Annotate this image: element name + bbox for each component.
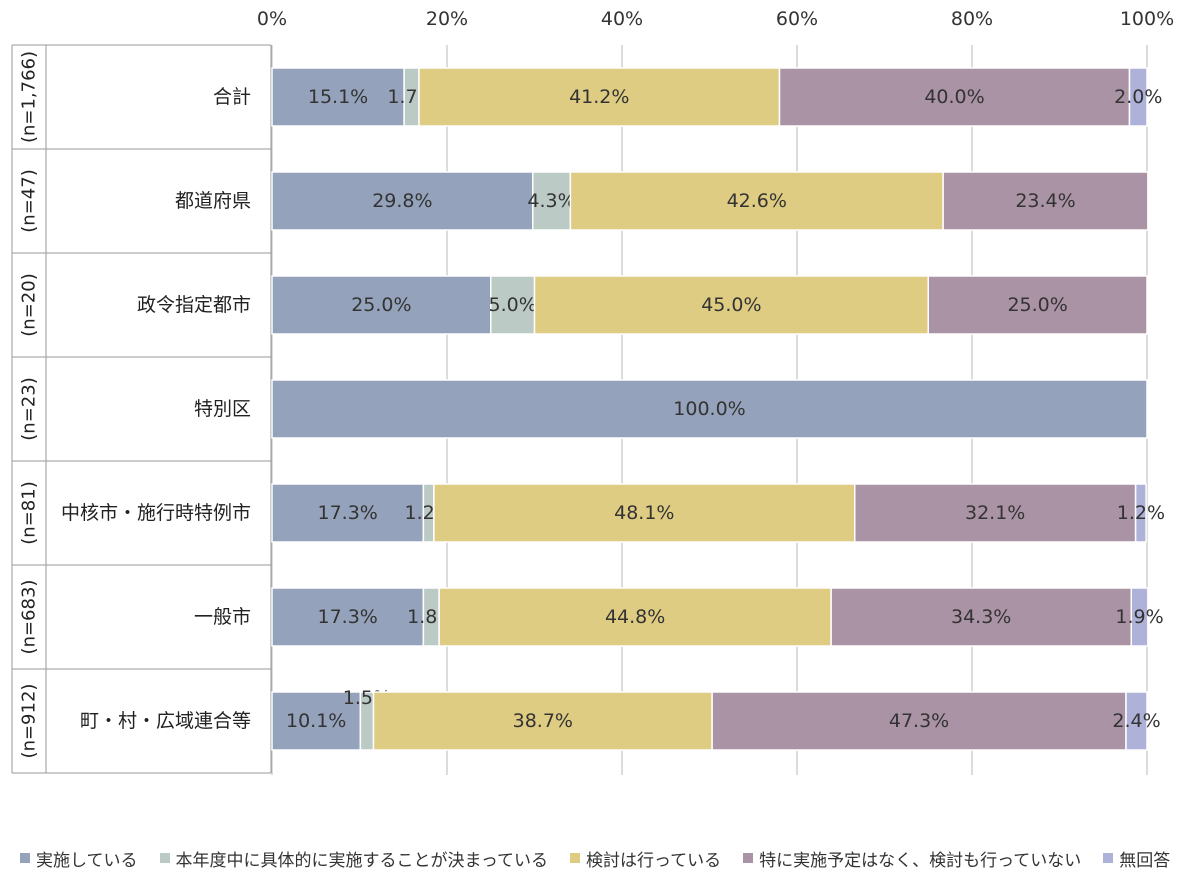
bar-segment [569,171,944,231]
bars: 15.1% 1.7% 41.2% 40.0% 2.0%29.8% 4.3% 42.6% 23.… [271,67,1165,751]
data-label: 25.0% [1007,294,1067,316]
sample-size-label: (n=23) [19,377,40,440]
x-tick-label: 100% [1120,8,1174,30]
data-label: 45.0% [701,294,761,316]
bar-segment [271,691,362,751]
sample-size-label: (n=81) [19,481,40,544]
sample-size-label: (n=912) [19,684,40,759]
x-tick-label: 20% [426,8,468,30]
x-tick-label: 0% [257,8,287,30]
legend-swatch [743,853,754,863]
category-label: 都道府県 [175,190,251,212]
data-label: 17.3% [318,502,378,524]
data-label: 100.0% [673,398,745,420]
bar-segment [1134,483,1147,543]
bar-segment [830,587,1132,647]
sample-size-label: (n=683) [19,580,40,655]
data-label: 17.3% [318,606,378,628]
bar-segment [1125,691,1148,751]
legend-item: 本年度中に具体的に実施することが決まっている [159,846,548,871]
x-tick-label: 80% [951,8,993,30]
bar-segment [942,171,1149,231]
x-tick-label: 40% [601,8,643,30]
bar-segment [271,275,492,335]
bar-segment [778,67,1131,127]
legend: 実施している 本年度中に具体的に実施することが決まっている 検討は行っている 特に実施… [20,846,1192,871]
legend-swatch [1103,853,1114,863]
category-label: 政令指定都市 [137,294,251,316]
legend-label: 本年度中に具体的に実施することが決まっている [175,850,548,871]
data-label: 2.4% [1112,710,1160,732]
data-label: 25.0% [351,294,411,316]
legend-item: 特に実施予定はなく、検討も行っていない [743,846,1081,871]
bar-segment [854,483,1137,543]
legend-label: 特に実施予定はなく、検討も行っていない [759,850,1082,871]
data-label: 15.1% [308,86,368,108]
bar-segment [372,691,713,751]
data-label: 47.3% [889,710,949,732]
category-label: 特別区 [194,398,251,420]
bar-segment [1130,587,1149,647]
legend-label: 無回答 [1119,850,1171,871]
bar-segment [271,171,534,231]
category-label: 町・村・広域連合等 [80,710,251,732]
bar-segment [271,483,425,543]
bar-segment [1128,67,1148,127]
sample-size-label: (n=1,766) [19,51,40,143]
sample-size-label: (n=20) [19,273,40,336]
sample-size-label: (n=47) [19,169,40,232]
data-label: 4.3% [527,190,575,212]
legend-item: 検討は行っている [569,846,722,871]
x-axis-ticks: 0% 20% 40% 60% 80% 100% [257,8,1174,30]
data-label: 29.8% [372,190,432,212]
legend-swatch [20,853,30,863]
data-label: 2.0% [1114,86,1162,108]
data-label: 42.6% [727,190,787,212]
category-label: 合計 [213,86,251,108]
bar-segment [490,275,536,335]
bar-segment [533,275,929,335]
x-tick-label: 60% [776,8,818,30]
stacked-bar-chart: 0% 20% 40% 60% 80% 100% 合計 (n=1,766) 都道府県 (n=47)… [11,8,1174,775]
legend-label: 実施している [36,850,138,871]
data-label: 48.1% [614,502,674,524]
legend-item: 無回答 [1103,846,1170,871]
bar-segment [438,587,832,647]
bar-segment [711,691,1127,751]
data-label: 41.2% [569,86,629,108]
data-label: 40.0% [924,86,984,108]
bar-segment [418,67,781,127]
legend-label: 検討は行っている [585,850,722,871]
legend-swatch [569,853,580,863]
category-label: 一般市 [194,606,251,628]
data-label: 1.2% [1117,502,1165,524]
data-label: 44.8% [605,606,665,628]
category-label: 中核市・施行時特例市 [61,502,251,524]
data-label: 38.7% [513,710,573,732]
bar-segment [532,171,572,231]
legend-item: 実施している [20,846,138,871]
data-label: 32.1% [965,502,1025,524]
category-table: 合計 (n=1,766) 都道府県 (n=47) 政令指定都市 (n=20) 特別区 (n=2… [11,44,272,774]
bar-segment [433,483,856,543]
data-label: 1.9% [1115,606,1163,628]
data-label: 5.0% [488,294,536,316]
data-label: 34.3% [951,606,1011,628]
bar-segment [271,67,405,127]
data-label: 23.4% [1015,190,1075,212]
legend-swatch [159,853,170,863]
bar-segment [271,379,1148,439]
data-label: 10.1% [286,710,346,732]
bar-segment [927,275,1148,335]
